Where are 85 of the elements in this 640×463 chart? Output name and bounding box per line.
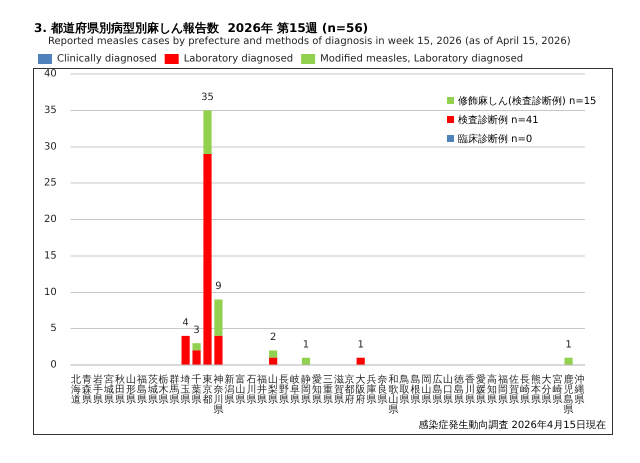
bar [214,336,223,364]
y-tick-label: 25 [44,178,57,189]
x-tick-label: 鳥取県 [398,374,410,406]
x-tick-label: 福井県 [257,374,268,406]
x-tick-label: 大分県 [542,374,552,406]
y-tick-label: 35 [44,104,57,116]
total-label: 1 [302,339,310,350]
x-tick-label: 愛知県 [312,374,322,406]
text: 感染症発生動向調査 2026年4月15日現在 [418,418,606,432]
legend-label: Clinically diagnosed [57,54,157,65]
chart-title: 3. 都道府県別病型別麻しん報告数 2026年 第15週 (n=56) [34,20,368,36]
x-tick-label: 徳島県 [454,374,464,406]
x-tick-label: 広島県 [432,374,442,406]
bar [203,154,212,364]
x-tick-label: 山形県 [126,374,136,406]
legend-label: Modified measles, Laboratory diagnosed [320,54,524,65]
total-label: 1 [358,339,364,350]
y-tick-label: 30 [44,141,57,152]
x-tick-label: 兵庫県 [366,374,377,406]
x-tick-label: 青森県 [82,374,92,406]
x-tick-label: 北海道 [71,374,82,406]
x-tick-label: 山口県 [443,374,454,406]
x-tick-label: 大阪府 [356,374,366,406]
x-tick-label: 福岡県 [498,374,508,406]
x-tick-label: 奈良県 [378,374,388,406]
x-tick-label: 熊本県 [530,374,541,406]
x-tick-label: 和歌山県 [388,374,399,416]
x-tick-label: 福島県 [136,374,147,406]
bar [182,336,190,364]
bar [269,358,278,364]
x-tick-label: 長崎県 [520,374,530,406]
x-tick-label: 高知県 [486,374,497,406]
y-tick-label: 10 [44,286,57,298]
bar [269,350,278,358]
annotation: 臨床診断例 n=0 [458,134,532,145]
x-tick-label: 東京都 [202,374,212,406]
total-label: 3 [193,324,200,336]
y-tick-label: 20 [44,214,57,226]
x-tick-label: 香川県 [465,374,476,406]
total-label: 2 [270,332,276,344]
x-tick-label: 宮崎県 [552,374,563,406]
x-tick-label: 岐阜県 [290,374,300,406]
y-tick-label: 15 [44,250,57,262]
x-tick-label: 栃木県 [158,374,169,406]
x-tick-label: 岩手県 [93,374,104,406]
annotation: 検査診断例 n=41 [458,115,539,126]
x-tick-label: 茨城県 [146,374,158,406]
legend-label: Laboratory diagnosed [184,54,294,65]
x-tick-label: 三重県 [322,374,333,406]
x-tick-label: 群馬県 [168,374,180,406]
total-label: 35 [201,92,214,103]
x-tick-label: 岡山県 [421,374,432,406]
x-tick-label: 宮城県 [103,374,114,406]
y-tick-label: 0 [50,360,57,371]
y-tick-label: 5 [50,323,57,334]
x-tick-label: 山梨県 [268,374,278,406]
x-tick-label: 静岡県 [300,374,311,406]
x-tick-label: 石川県 [246,374,256,406]
x-tick-label: 秋田県 [114,374,125,406]
x-tick-label: 鹿児島県 [564,374,574,416]
x-tick-label: 沖縄県 [574,374,585,406]
bar [192,350,201,364]
bar [192,343,201,350]
x-tick-label: 富山県 [235,374,246,406]
chart-subtitle: Reported measles cases by prefecture and methods of diagnosis in week 15, 2026 (as of April 15, 2026) [48,36,571,47]
x-tick-label: 滋賀県 [334,374,344,406]
bar [356,358,365,364]
bar [214,300,223,336]
total-label: 9 [215,281,222,292]
total-label: 1 [565,339,572,350]
x-tick-label: 佐賀県 [508,374,519,406]
x-tick-label: 神奈川県 [213,374,224,416]
bar [564,358,573,364]
x-tick-label: 島根県 [410,374,420,406]
annotation: 修飾麻しん(検査診断例) n=15 [458,96,596,107]
x-tick-label: 愛媛県 [476,374,486,406]
y-tick-label: 40 [44,68,57,80]
x-tick-label: 埼玉県 [180,374,191,406]
x-tick-label: 千葉県 [192,374,202,406]
x-tick-label: 京都府 [344,374,355,406]
x-tick-label: 新潟県 [224,374,234,406]
x-tick-label: 長野県 [279,374,290,406]
bar [203,110,212,154]
bar [302,358,310,364]
total-label: 4 [182,317,189,328]
